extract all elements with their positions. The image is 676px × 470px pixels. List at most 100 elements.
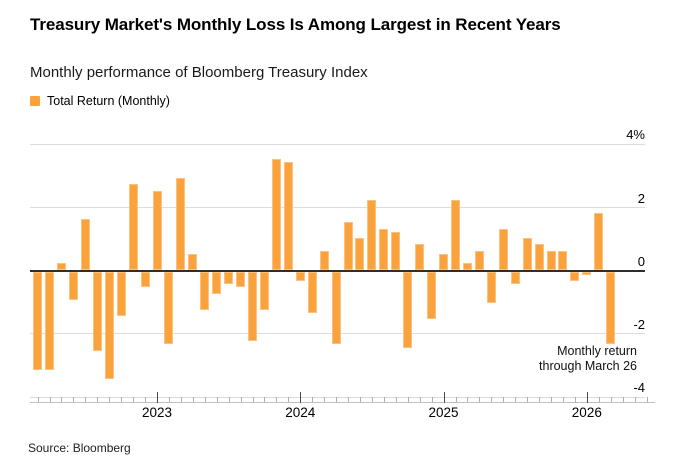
bar [212, 271, 222, 294]
source-note: Source: Bloomberg [28, 441, 131, 455]
bar [355, 238, 365, 270]
year-tick [157, 392, 158, 403]
month-tick [562, 397, 564, 402]
bar [45, 271, 55, 370]
bar [271, 159, 281, 270]
month-tick [610, 397, 612, 402]
year-label: 2024 [285, 405, 316, 420]
month-tick [264, 397, 266, 402]
bar [140, 271, 150, 288]
month-tick [37, 397, 39, 402]
bar [498, 228, 508, 270]
x-axis: 2023 2024 2025 2026 [30, 391, 655, 423]
bar [391, 231, 401, 270]
month-tick [371, 397, 373, 402]
bar [307, 271, 317, 313]
y-axis-label: 0 [637, 253, 645, 269]
gridline [30, 396, 645, 398]
bar [68, 271, 78, 301]
month-tick [503, 397, 505, 402]
bar [343, 222, 353, 270]
bar [367, 200, 377, 270]
month-tick [527, 397, 529, 402]
bar [152, 190, 162, 270]
bar [570, 271, 580, 282]
bar [283, 162, 293, 270]
month-tick [216, 397, 218, 402]
month-tick [180, 397, 182, 402]
month-tick [145, 397, 147, 402]
bar [80, 219, 90, 270]
legend: Total Return (Monthly) [30, 94, 170, 108]
year-label: 2023 [141, 405, 173, 420]
month-tick [204, 397, 206, 402]
x-axis-line [30, 402, 655, 403]
bar [427, 271, 437, 320]
bar [56, 263, 66, 270]
month-tick [336, 397, 338, 402]
bar [259, 271, 269, 310]
bar [558, 250, 568, 270]
chart-subtitle: Monthly performance of Bloomberg Treasur… [30, 64, 368, 81]
bar [33, 271, 43, 370]
month-tick [646, 397, 648, 402]
month-tick [312, 397, 314, 402]
month-tick [491, 397, 493, 402]
month-tick [383, 397, 385, 402]
month-tick [168, 397, 170, 402]
bar [451, 200, 460, 270]
month-tick [407, 397, 409, 402]
gridline [30, 143, 645, 145]
month-tick [479, 397, 481, 402]
month-tick [49, 397, 51, 402]
year-label: 2025 [428, 405, 459, 420]
bar [403, 271, 413, 348]
month-tick [61, 397, 63, 402]
legend-swatch-icon [30, 96, 40, 106]
month-tick [539, 397, 541, 402]
bar [224, 271, 234, 285]
bar [486, 271, 496, 304]
bar [510, 271, 520, 285]
annotation-line-1: Monthly return [557, 344, 637, 358]
bar [164, 271, 174, 345]
gridline [30, 207, 645, 208]
y-axis-label: -2 [633, 316, 645, 332]
bar [415, 244, 425, 270]
year-tick [586, 392, 588, 403]
bar [104, 271, 114, 380]
month-tick [574, 397, 576, 402]
bar [594, 212, 604, 270]
month-tick [431, 397, 433, 402]
bar [200, 271, 210, 310]
bar [582, 271, 592, 275]
zero-line [30, 269, 645, 272]
bar [546, 250, 556, 270]
month-tick [467, 397, 469, 402]
month-tick [121, 397, 123, 402]
annotation-note: Monthly return through March 26 [539, 344, 637, 373]
month-tick [252, 397, 254, 402]
month-tick [551, 397, 553, 402]
month-tick [598, 397, 600, 402]
month-tick [73, 397, 75, 402]
month-tick [133, 397, 135, 402]
month-tick [85, 397, 87, 402]
bar [128, 184, 138, 270]
bar [379, 228, 389, 270]
month-tick [109, 397, 111, 402]
annotation-line-2: through March 26 [539, 358, 637, 373]
legend-label: Total Return (Monthly) [47, 94, 170, 108]
month-tick [192, 397, 194, 402]
bar [331, 271, 341, 345]
bar [474, 250, 484, 270]
bar [92, 271, 102, 351]
month-tick [240, 397, 242, 402]
bar [188, 253, 198, 270]
month-tick [97, 397, 99, 402]
bar [522, 238, 532, 270]
month-tick [634, 397, 636, 402]
bar [295, 271, 305, 282]
month-tick [324, 397, 326, 402]
